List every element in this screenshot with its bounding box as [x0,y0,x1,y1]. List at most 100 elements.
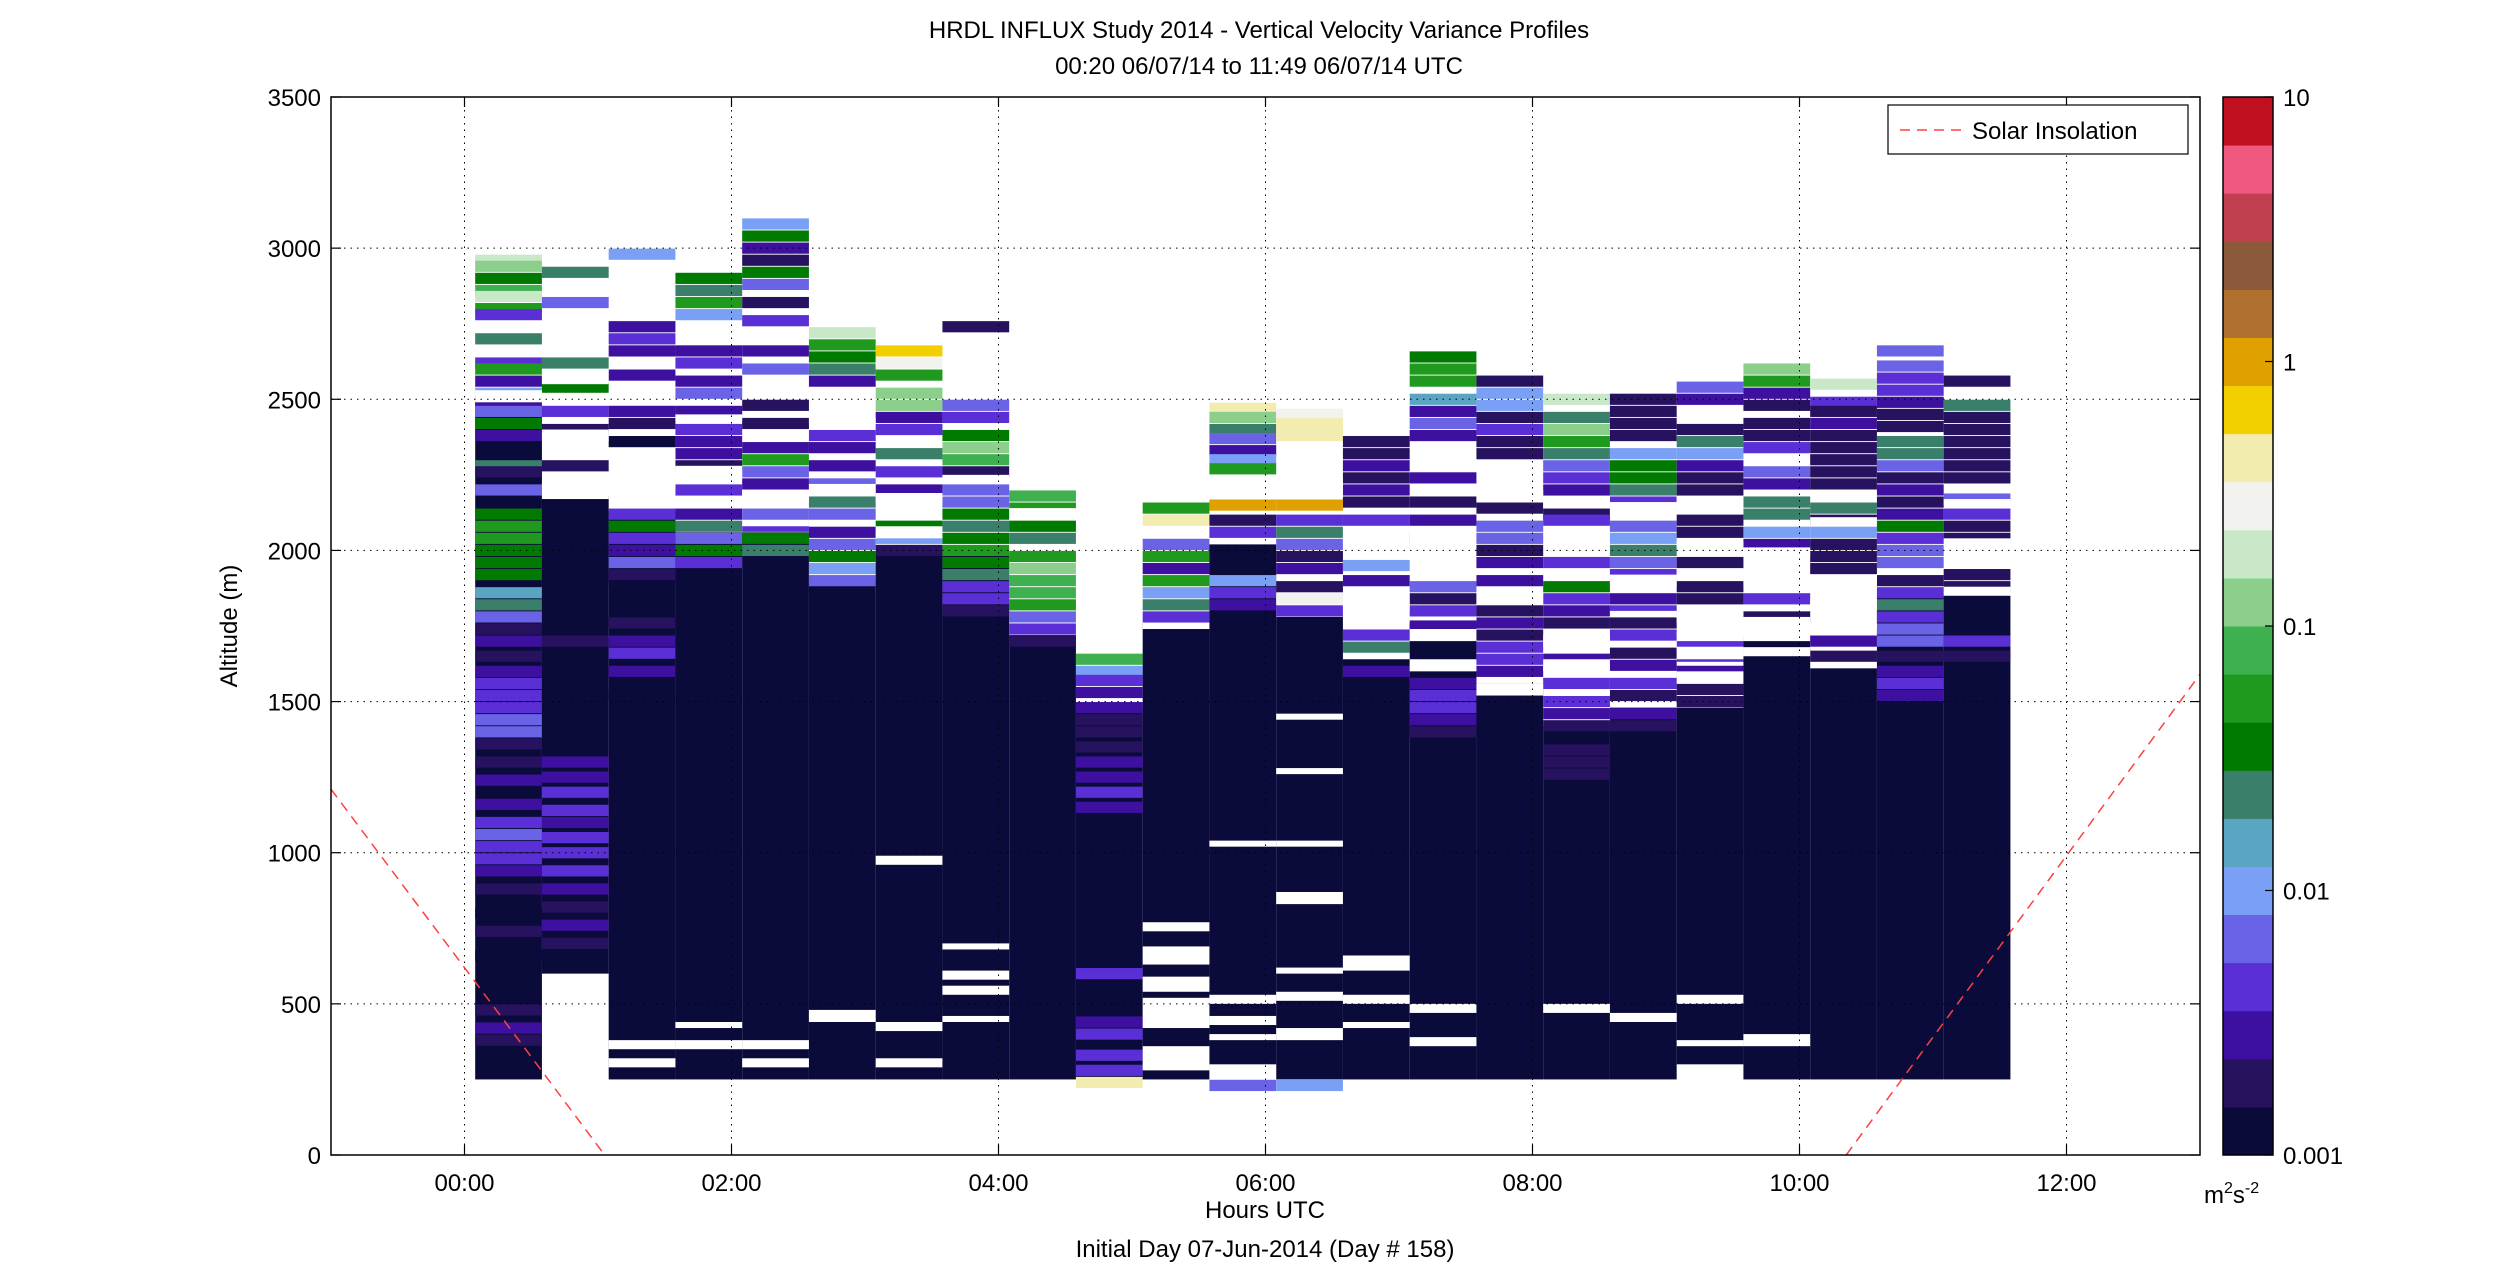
profile-1-cell-20 [541,901,609,913]
solar-insolation-line-0 [331,788,606,1155]
y-tick-label-3: 1500 [268,690,321,717]
colorbar-segment-0 [2223,1106,2273,1155]
profile-16-cell-0 [1543,393,1610,405]
profile-4-cell-18 [742,532,809,544]
missing-data-gap-31 [1142,922,1210,932]
profile-0-cell-17 [475,466,542,478]
missing-data-gap-82 [1676,671,1744,678]
profile-11-cell-4 [1209,445,1277,457]
profile-8-cell-11 [1009,635,1076,647]
profile-19-cell-6 [1743,442,1811,454]
profile-18-cell-3 [1676,436,1744,448]
profile-4-cell-6 [742,296,809,309]
profile-17-cell-16 [1609,617,1677,629]
profile-14-cell-5 [1409,417,1477,430]
profile-21-cell-19 [1876,587,1944,599]
profile-16-cell-17 [1543,695,1610,708]
profile-14-cell-13 [1409,605,1477,617]
profile-0-cell-33 [475,689,542,702]
profile-14-cell-20 [1409,726,1477,738]
profile-15-cell-13 [1476,605,1544,617]
profile-7-cell-3 [942,429,1010,442]
profile-7-cell-16 [942,593,1010,605]
profile-0-cell-9 [475,363,542,375]
profile-7-cell-4 [942,442,1010,454]
y-axis: 0 500 1000 1500 2000 2500 3000 3500 [268,85,2200,1170]
profile-19-cell-5 [1743,429,1811,442]
profile-7-cell-9 [942,508,1010,520]
profile-2-cell-13 [608,569,676,581]
profile-9-cell-11 [1075,801,1143,813]
profile-15-cell-6 [1476,448,1544,460]
profile-1-cell-4 [541,381,609,393]
profile-17-cell-9 [1609,520,1677,532]
missing-data-gap-10 [675,1021,743,1029]
colorbar-segment-13 [2223,481,2273,531]
profile-22-cell-6 [1943,460,2011,472]
profile-0-cell-4 [475,290,542,303]
profile-6-cell-7 [875,448,943,460]
profile-13-cell-4 [1342,484,1410,496]
profile-2-cell-12 [608,556,676,569]
profile-11-cell-8 [1209,514,1277,526]
missing-data-gap-4 [541,369,609,385]
profile-16-cell-16 [1543,677,1610,690]
profile-10-cell-0 [1142,502,1210,514]
profile-2-cell-5 [608,405,676,417]
missing-data-gap-37 [1209,840,1277,847]
missing-data-gap-64 [1543,1003,1610,1013]
profile-4-cell-9 [742,363,809,375]
profile-0-cell-43 [475,841,542,853]
profile-18-cell-6 [1676,472,1744,484]
profile-12-cell-3 [1276,429,1343,442]
profile-15-cell-4 [1476,423,1544,436]
profile-18-cell-10 [1676,556,1744,569]
profile-15-cell-14 [1476,617,1544,629]
profile-11-cell-12 [1209,599,1277,611]
grid-layer [331,96,2200,1156]
profile-0-cell-27 [475,611,542,623]
profile-6-cell-3 [875,387,943,399]
colorbar-segment-14 [2223,433,2273,483]
profile-10-cell-8 [1142,611,1210,623]
profile-15-cell-18 [1476,665,1544,677]
profile-22-column [1943,595,2011,1080]
profile-10-cell-1 [1142,514,1210,526]
missing-data-gap-75 [1676,1040,1744,1047]
profile-15-cell-8 [1476,520,1544,532]
profile-3-cell-7 [675,387,743,399]
profile-10-cell-5 [1142,575,1210,587]
profile-0-cell-18 [475,484,542,496]
profile-0-cell-19 [475,508,542,520]
profile-16-cell-7 [1543,484,1610,496]
profile-14-cell-16 [1409,677,1477,690]
profile-11-cell-0 [1209,402,1277,414]
profile-19-cell-3 [1743,399,1811,411]
profile-4-cell-11 [742,417,809,430]
profile-0-cell-29 [475,635,542,647]
profile-6-cell-9 [875,484,943,496]
missing-data-gap-81 [1676,541,1744,548]
colorbar-unit-exp1: 2 [2224,1180,2233,1197]
profile-5-cell-2 [808,351,876,363]
missing-data-gap-36 [1142,622,1210,630]
missing-data-gap-91 [1810,622,1877,630]
profile-21-cell-10 [1876,472,1944,484]
legend: Solar Insolation [1887,104,2189,155]
profile-0-cell-26 [475,599,542,611]
profile-20-cell-12 [1810,538,1877,550]
profile-5-cell-5 [808,429,876,442]
profile-18-cell-7 [1676,484,1744,496]
profile-3-cell-2 [675,296,743,309]
profile-7-cell-1 [942,399,1010,411]
profile-7-cell-5 [942,454,1010,466]
profile-17-cell-10 [1609,532,1677,544]
profile-8-cell-7 [1009,587,1076,599]
profile-5-cell-13 [808,550,876,563]
profile-9-cell-8 [1075,756,1143,768]
profile-13-cell-2 [1342,460,1410,472]
profile-1-cell-17 [541,847,609,859]
profile-17-cell-17 [1609,629,1677,641]
profile-6-cell-6 [875,423,943,436]
profile-15-cell-2 [1476,399,1544,411]
